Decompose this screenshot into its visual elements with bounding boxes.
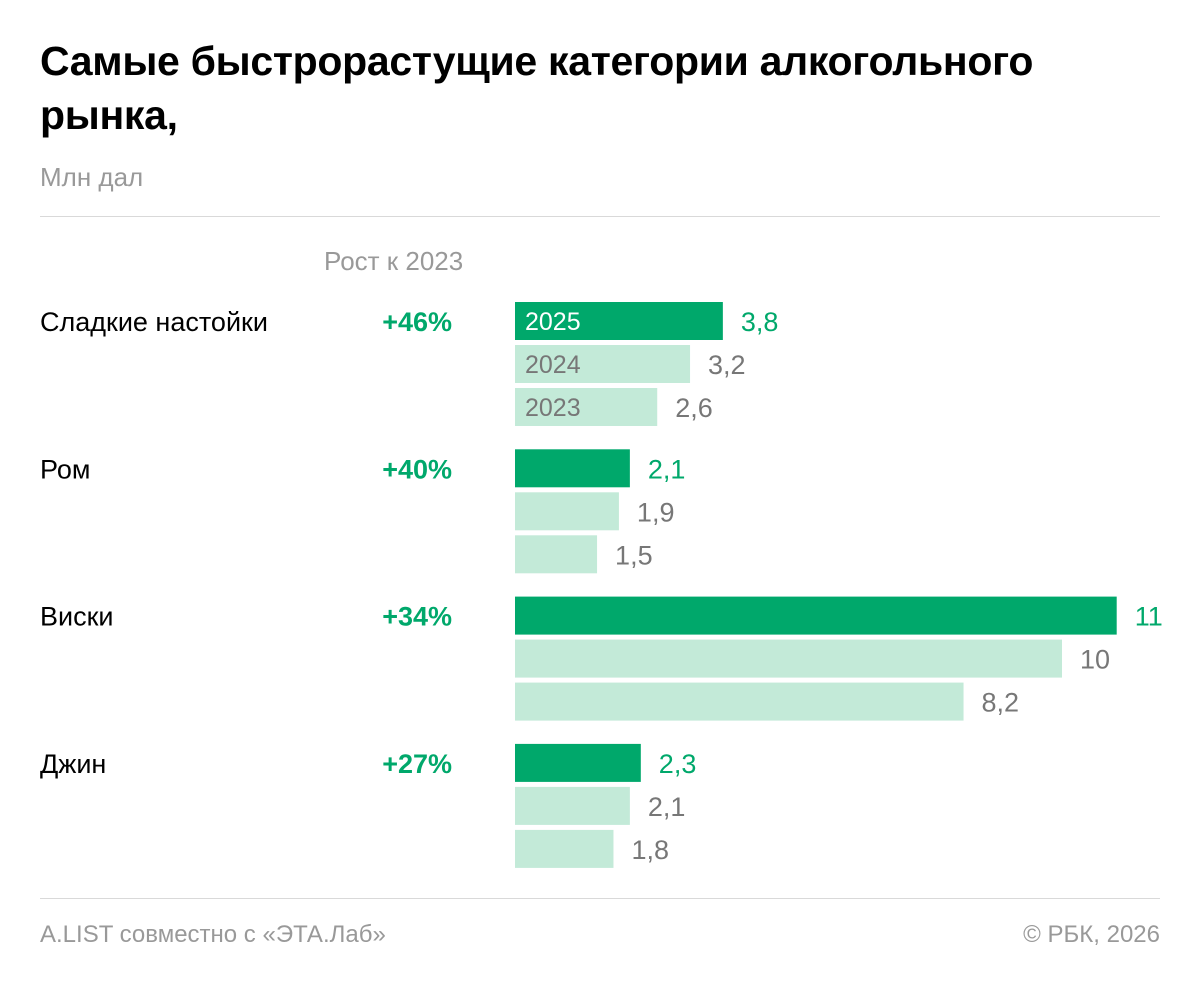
- bar-2024: [515, 492, 619, 531]
- value-label: 3,8: [741, 307, 779, 337]
- growth-label: +27%: [382, 749, 452, 779]
- bar-2024: [515, 345, 691, 383]
- bar-2025: [515, 743, 641, 782]
- growth-label: +34%: [382, 602, 452, 632]
- value-label: 2,1: [648, 792, 686, 822]
- copyright: © РБК, 2026: [1023, 921, 1160, 948]
- growth-header: Рост к 2023: [324, 246, 464, 276]
- year-label: 2023: [525, 394, 581, 422]
- year-label: 2025: [525, 308, 581, 336]
- value-label: 8,2: [982, 688, 1020, 718]
- category-label: Сладкие настойки: [40, 307, 268, 337]
- year-label: 2024: [525, 351, 581, 379]
- source-note: A.LIST совместно с «ЭТА.Лаб»: [40, 921, 386, 948]
- value-label: 2,1: [648, 454, 686, 484]
- bar-2023: [515, 388, 658, 426]
- value-label: 11: [1135, 602, 1163, 632]
- bottom-divider: [40, 898, 1160, 899]
- growth-label: +40%: [382, 454, 452, 484]
- bar-2025: [515, 449, 630, 488]
- category-label: Джин: [40, 749, 106, 779]
- value-label: 1,5: [615, 540, 653, 570]
- category-label: Ром: [40, 454, 90, 484]
- top-divider: [40, 216, 1160, 217]
- bar-2024: [515, 639, 1062, 678]
- bar-2023: [515, 682, 964, 721]
- value-label: 3,2: [708, 350, 746, 380]
- chart-title: Самые быстрорастущие категории алкогольн…: [40, 38, 1034, 138]
- bar-2023: [515, 829, 614, 868]
- bar-2025: [515, 596, 1117, 635]
- growth-label: +46%: [382, 307, 452, 337]
- value-label: 2,3: [659, 749, 697, 779]
- bar-2023: [515, 535, 598, 574]
- value-label: 1,9: [637, 497, 675, 527]
- chart-unit: Млн дал: [40, 162, 144, 192]
- category-label: Виски: [40, 602, 114, 632]
- bar-2024: [515, 786, 630, 825]
- value-label: 2,6: [675, 393, 713, 423]
- value-label: 1,8: [631, 835, 669, 865]
- bar-2025: [515, 302, 723, 340]
- value-label: 10: [1080, 645, 1110, 675]
